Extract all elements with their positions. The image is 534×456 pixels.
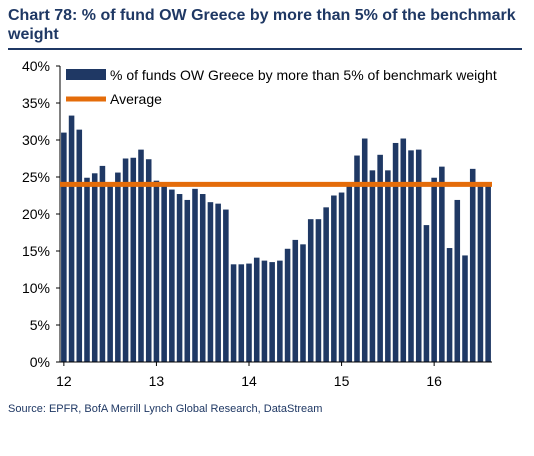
bar	[354, 155, 360, 362]
bar	[277, 260, 283, 362]
chart-title: Chart 78: % of fund OW Greece by more th…	[8, 7, 516, 43]
bar	[385, 170, 391, 362]
bar	[400, 138, 407, 362]
x-tick-label: 16	[426, 373, 442, 389]
bar	[169, 189, 175, 362]
bar	[331, 195, 337, 362]
bar	[184, 199, 191, 362]
bar	[392, 142, 399, 362]
bar	[238, 264, 245, 362]
bar	[269, 262, 275, 362]
legend-label-bars: % of funds OW Greece by more than 5% of …	[110, 67, 497, 83]
y-tick-label: 25%	[22, 169, 50, 185]
bar	[99, 165, 106, 362]
bar	[431, 177, 437, 362]
bar	[138, 149, 144, 362]
x-tick-label: 12	[56, 373, 72, 389]
bar	[84, 177, 90, 362]
bar	[423, 225, 430, 362]
x-tick-label: 13	[149, 373, 165, 389]
bar	[215, 203, 221, 362]
bar	[377, 154, 383, 362]
legend-label-average: Average	[110, 91, 162, 107]
chart: 0% 5% 10% 15% 20% 25% 30% 35% 40% 12 13 14 15 16 % o…	[22, 58, 497, 389]
y-tick-label: 0%	[30, 354, 50, 370]
bar	[61, 132, 67, 362]
y-tick-label: 40%	[22, 58, 50, 74]
bar	[246, 263, 252, 362]
bar	[454, 199, 461, 362]
bar	[91, 173, 98, 362]
x-tick-label: 15	[334, 373, 350, 389]
y-tick-label: 10%	[22, 280, 50, 296]
bar	[292, 239, 299, 362]
bar	[462, 255, 468, 362]
title-rule	[8, 48, 522, 50]
bar	[446, 248, 453, 362]
bar	[485, 182, 491, 362]
bar	[107, 182, 113, 362]
bar	[369, 170, 376, 362]
bar	[315, 219, 322, 362]
bar	[477, 182, 484, 362]
x-axis: 12 13 14 15 16	[56, 361, 492, 389]
bar	[223, 209, 229, 362]
bar	[253, 257, 260, 362]
y-tick-label: 30%	[22, 132, 50, 148]
source-note: Source: EPFR, BofA Merrill Lynch Global …	[8, 403, 323, 415]
y-tick-label: 15%	[22, 243, 50, 259]
bar	[161, 185, 167, 362]
bar	[261, 260, 268, 362]
bar	[199, 194, 206, 362]
bar	[176, 194, 183, 362]
bar	[68, 115, 75, 362]
bar	[346, 182, 353, 362]
bar	[230, 264, 237, 362]
bars	[61, 115, 491, 362]
bar	[469, 168, 476, 362]
bar	[122, 158, 129, 362]
y-axis: 0% 5% 10% 15% 20% 25% 30% 35% 40%	[22, 58, 61, 370]
bar	[145, 159, 152, 362]
bar	[361, 138, 368, 362]
y-tick-label: 5%	[30, 317, 50, 333]
y-tick-label: 20%	[22, 206, 50, 222]
bar	[130, 157, 137, 362]
bar	[415, 149, 422, 362]
bar	[192, 188, 198, 362]
bar	[408, 150, 414, 362]
bar	[115, 172, 121, 362]
legend: % of funds OW Greece by more than 5% of …	[66, 67, 497, 107]
x-tick-label: 14	[241, 373, 257, 389]
bar	[323, 207, 329, 362]
bar	[300, 244, 306, 362]
bar	[307, 219, 314, 362]
bar	[338, 192, 345, 362]
bar	[76, 129, 83, 362]
y-tick-label: 35%	[22, 95, 50, 111]
bar	[284, 248, 291, 362]
bar	[153, 180, 160, 362]
bar	[439, 166, 445, 362]
legend-swatch-bars	[66, 69, 106, 80]
bar	[207, 202, 214, 362]
